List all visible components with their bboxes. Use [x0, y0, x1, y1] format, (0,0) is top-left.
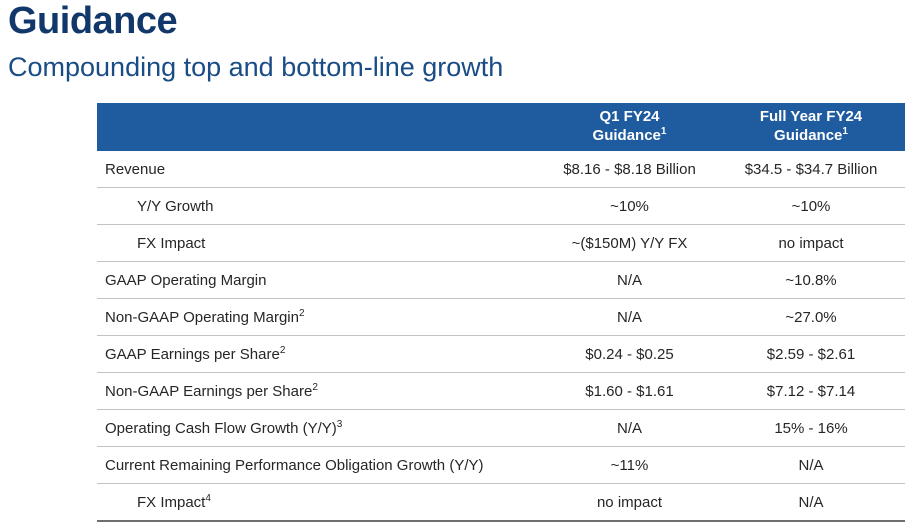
fy-guidance-value: $34.5 - $34.7 Billion [717, 151, 905, 188]
row-label: GAAP Earnings per Share2 [97, 335, 542, 373]
fy-guidance-value: 15% - 16% [717, 409, 905, 447]
header-q1-line2: Guidance [592, 127, 661, 144]
table-row: Current Remaining Performance Obligation… [97, 446, 905, 484]
table-body: Revenue $8.16 - $8.18 Billion $34.5 - $34.… [97, 151, 905, 522]
table-row: Y/Y Growth ~10% ~10% [97, 187, 905, 225]
row-label: GAAP Operating Margin [97, 261, 542, 299]
q1-guidance-value: N/A [542, 409, 717, 447]
row-label: Non-GAAP Earnings per Share2 [97, 372, 542, 410]
table-row: FX Impact4 no impact N/A [97, 483, 905, 522]
fy-guidance-value: $7.12 - $7.14 [717, 372, 905, 410]
header-fy-line1: Full Year FY24 [759, 108, 863, 126]
page-subtitle: Compounding top and bottom-line growth [8, 52, 504, 82]
q1-guidance-value: N/A [542, 298, 717, 336]
row-label: Current Remaining Performance Obligation… [97, 446, 542, 484]
q1-guidance-value: N/A [542, 261, 717, 299]
table-row: GAAP Operating Margin N/A ~10.8% [97, 261, 905, 299]
row-label: FX Impact4 [97, 483, 542, 522]
table-row: Non-GAAP Operating Margin2 N/A ~27.0% [97, 298, 905, 336]
guidance-table: Q1 FY24 Guidance1 Full Year FY24 Guidance1… [97, 103, 905, 522]
header-empty-cell [97, 103, 542, 151]
fy-guidance-value: $2.59 - $2.61 [717, 335, 905, 373]
footnote-marker: 2 [312, 381, 318, 393]
footnote-marker: 4 [205, 492, 211, 504]
row-label: Operating Cash Flow Growth (Y/Y)3 [97, 409, 542, 447]
q1-guidance-value: $1.60 - $1.61 [542, 372, 717, 410]
q1-guidance-value: ~($150M) Y/Y FX [542, 224, 717, 262]
footnote-marker: 1 [842, 126, 848, 137]
row-label: FX Impact [97, 224, 542, 262]
fy-guidance-value: N/A [717, 483, 905, 522]
fy-guidance-value: ~10% [717, 187, 905, 225]
header-fy-guidance: Full Year FY24 Guidance1 [717, 103, 905, 151]
table-row: GAAP Earnings per Share2 $0.24 - $0.25 $2.… [97, 335, 905, 373]
footnote-marker: 1 [660, 126, 667, 137]
table-header-row: Q1 FY24 Guidance1 Full Year FY24 Guidance1 [97, 103, 905, 151]
q1-guidance-value: ~10% [542, 187, 717, 225]
q1-guidance-value: $8.16 - $8.18 Billion [542, 151, 717, 188]
table-row: Revenue $8.16 - $8.18 Billion $34.5 - $34.… [97, 151, 905, 188]
header-fy-line2: Guidance [774, 127, 843, 144]
header-q1-guidance: Q1 FY24 Guidance1 [542, 103, 717, 151]
q1-guidance-value: ~11% [542, 446, 717, 484]
row-label: Non-GAAP Operating Margin2 [97, 298, 542, 336]
fy-guidance-value: N/A [717, 446, 905, 484]
footnote-marker: 2 [279, 344, 286, 356]
fy-guidance-value: no impact [717, 224, 905, 262]
table-row: Non-GAAP Earnings per Share2 $1.60 - $1.6… [97, 372, 905, 410]
table-row: FX Impact ~($150M) Y/Y FX no impact [97, 224, 905, 262]
footnote-marker: 2 [298, 307, 305, 319]
q1-guidance-value: no impact [542, 483, 717, 522]
header-q1-line1: Q1 FY24 [599, 108, 660, 126]
row-label: Revenue [97, 151, 542, 188]
q1-guidance-value: $0.24 - $0.25 [542, 335, 717, 373]
fy-guidance-value: ~10.8% [717, 261, 905, 299]
page-title: Guidance [8, 0, 178, 42]
row-label: Y/Y Growth [97, 187, 542, 225]
footnote-marker: 3 [336, 418, 343, 430]
table-row: Operating Cash Flow Growth (Y/Y)3 N/A 15% … [97, 409, 905, 447]
fy-guidance-value: ~27.0% [717, 298, 905, 336]
